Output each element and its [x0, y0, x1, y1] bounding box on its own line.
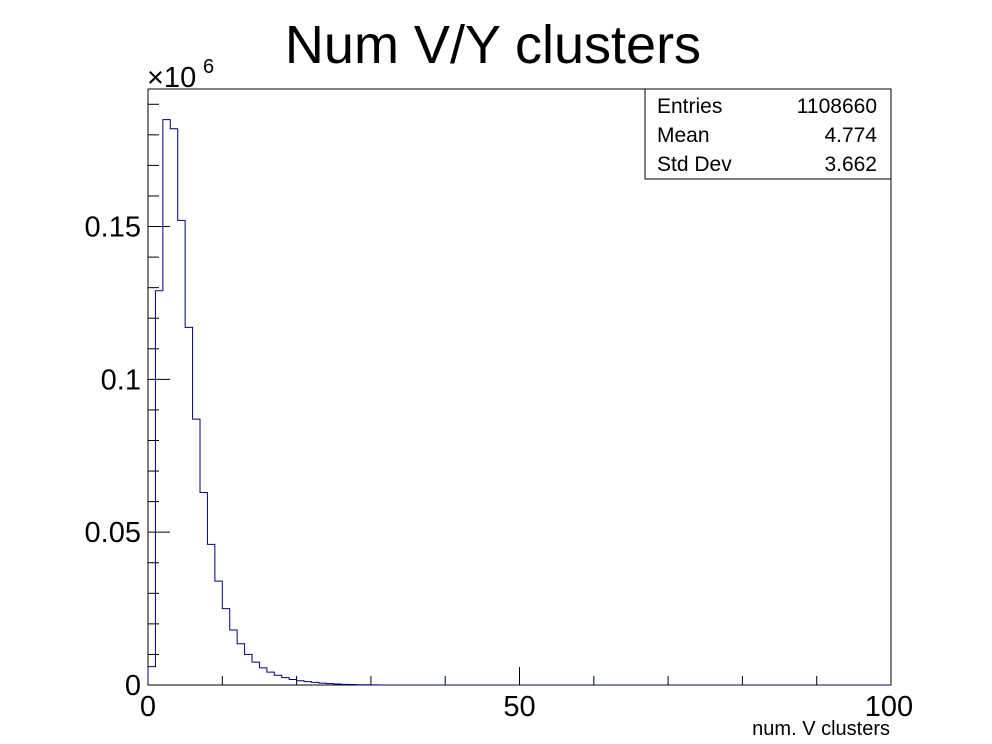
y-tick-label: 0.1: [101, 364, 141, 396]
chart-title: Num V/Y clusters: [285, 15, 701, 75]
y-tick-label: 0.05: [85, 517, 141, 549]
x-axis-tick-labels: 0 50 100: [140, 691, 913, 723]
stats-stddev-label: Std Dev: [657, 153, 732, 176]
x-axis-ticks: [147, 667, 892, 685]
histogram-line: [147, 119, 891, 686]
stats-box-frame: [644, 88, 892, 180]
stats-mean-value: 4.774: [824, 124, 877, 147]
x-axis-title: num. V clusters: [752, 718, 890, 740]
x-tick-label: 0: [140, 691, 156, 723]
stats-stddev-value: 3.662: [824, 153, 877, 176]
stats-mean-label: Mean: [657, 124, 710, 147]
x-tick-label: 100: [865, 691, 913, 723]
stats-entries-label: Entries: [657, 95, 722, 118]
stats-box: Entries 1108660 Mean 4.774 Std Dev 3.662: [644, 88, 892, 180]
y-multiplier: ×10 6: [147, 56, 214, 94]
y-tick-label: 0.15: [85, 212, 141, 244]
y-axis-ticks: [148, 103, 170, 686]
y-tick-label: 0: [125, 670, 141, 702]
y-axis-tick-labels: 0 0.05 0.1 0.15: [85, 212, 141, 702]
stats-entries-value: 1108660: [797, 95, 877, 118]
x-tick-label: 50: [503, 691, 535, 723]
y-multiplier-exponent: 6: [203, 56, 214, 78]
